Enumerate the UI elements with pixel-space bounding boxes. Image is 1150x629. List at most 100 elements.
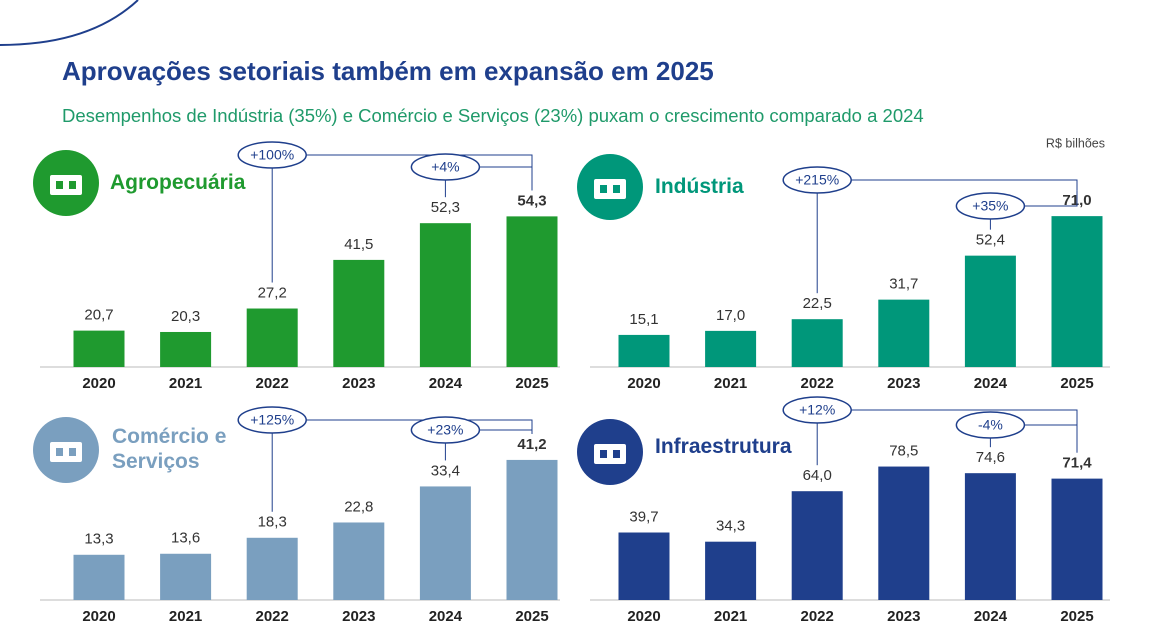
annotation: +23%: [427, 422, 463, 438]
icon: [594, 444, 626, 464]
icon: [594, 179, 626, 199]
value-label: 20,7: [84, 307, 113, 324]
value-label: 34,3: [716, 518, 745, 535]
annotation-bubble: [410, 416, 481, 444]
value-label: 15,1: [629, 311, 658, 328]
value-label: 22,8: [344, 498, 373, 515]
bar: [705, 330, 757, 367]
value-label: 20,3: [171, 308, 200, 325]
x-tick-label: 2023: [887, 608, 920, 625]
bar: [1051, 216, 1103, 367]
bar: [73, 554, 125, 600]
x-tick-label: 2025: [515, 375, 548, 392]
icon: [600, 450, 607, 458]
bar: [246, 308, 298, 367]
value-label: 13,3: [84, 531, 113, 548]
x-tick-label: 2022: [801, 608, 834, 625]
x-tick-label: 2021: [169, 608, 202, 625]
annotation: +100%: [250, 147, 294, 163]
bracket: [1024, 424, 1078, 453]
icon: [69, 448, 76, 456]
bar: [160, 553, 212, 600]
bar: [791, 319, 843, 367]
value-label: 54,3: [517, 192, 546, 209]
bracket: [851, 179, 1078, 191]
value-label: 52,3: [431, 199, 460, 216]
bar: [878, 466, 930, 600]
annotation-bubble: [237, 141, 307, 169]
annotation: +125%: [250, 412, 294, 428]
annotation-bubble: [955, 192, 1026, 220]
icon: [613, 450, 620, 458]
annotation-bubble: [782, 166, 852, 194]
x-tick-label: 2024: [429, 608, 463, 625]
panel-title: Comércio e Serviços: [112, 425, 227, 473]
icon: [50, 175, 82, 195]
bar: [964, 473, 1016, 600]
x-tick-label: 2024: [974, 375, 1008, 392]
x-tick-label: 2022: [256, 375, 289, 392]
title: Aprovações setoriais também em expansão …: [62, 56, 714, 86]
bar: [73, 330, 125, 367]
x-tick-label: 2025: [1060, 375, 1093, 392]
decoration: [0, 0, 139, 46]
bar: [705, 541, 757, 600]
value-label: 41,5: [344, 236, 373, 253]
value-label: 33,4: [431, 462, 460, 479]
icon: [56, 448, 63, 456]
value-label: 18,3: [258, 514, 287, 531]
value-label: 64,0: [803, 467, 832, 484]
value-label: 39,7: [629, 508, 658, 525]
bar: [333, 259, 385, 367]
x-tick-label: 2022: [256, 608, 289, 625]
bracket: [306, 419, 533, 434]
bar: [1051, 478, 1103, 600]
x-tick-label: 2023: [887, 375, 920, 392]
value-label: 78,5: [889, 443, 918, 460]
unit: R$ bilhões: [1046, 136, 1105, 150]
value-label: 74,6: [976, 449, 1005, 466]
x-tick-label: 2021: [714, 608, 747, 625]
x-tick-label: 2023: [342, 608, 375, 625]
value-label: 41,2: [517, 436, 546, 453]
x-tick-label: 2025: [1060, 608, 1093, 625]
annotation: -4%: [978, 417, 1003, 433]
x-tick-label: 2020: [82, 375, 115, 392]
bar: [506, 459, 558, 600]
panel-title: Indústria: [655, 175, 744, 198]
value-label: 31,7: [889, 276, 918, 293]
bar: [878, 299, 930, 367]
panel-title: Infraestrutura: [655, 435, 792, 458]
bracket: [479, 429, 533, 434]
value-label: 13,6: [171, 530, 200, 547]
bar: [964, 255, 1016, 367]
annotation: +35%: [972, 198, 1008, 214]
bar: [791, 491, 843, 600]
bar: [618, 334, 670, 367]
panel-title: Agropecuária: [110, 171, 246, 194]
annotation-bubble: [955, 411, 1026, 439]
bar: [506, 216, 558, 367]
value-label: 52,4: [976, 232, 1005, 249]
icon: [50, 442, 82, 462]
bar: [160, 331, 212, 367]
bar: [333, 522, 385, 600]
value-label: 17,0: [716, 307, 745, 324]
bar: [246, 537, 298, 600]
x-tick-label: 2024: [974, 608, 1008, 625]
bar: [618, 532, 670, 600]
value-label: 27,2: [258, 284, 287, 301]
icon: [613, 185, 620, 193]
x-tick-label: 2025: [515, 608, 548, 625]
bracket: [1024, 190, 1078, 207]
annotation-bubble: [782, 396, 852, 424]
icon: [69, 181, 76, 189]
bracket: [479, 166, 533, 191]
annotation-bubble: [410, 153, 481, 181]
x-tick-label: 2021: [169, 375, 202, 392]
x-tick-label: 2022: [801, 375, 834, 392]
value-label: 22,5: [803, 295, 832, 312]
icon: [56, 181, 63, 189]
